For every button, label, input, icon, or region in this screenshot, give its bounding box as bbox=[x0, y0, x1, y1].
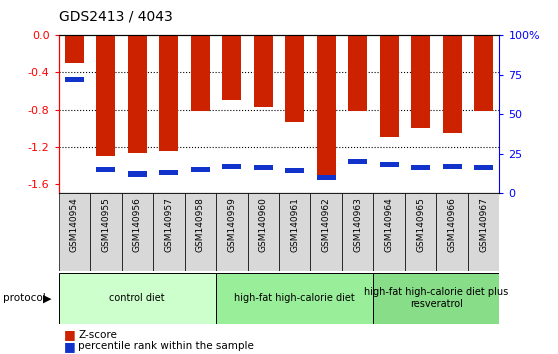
Bar bbox=[380, 162, 398, 167]
Text: GSM140959: GSM140959 bbox=[227, 197, 236, 252]
Text: GSM140960: GSM140960 bbox=[259, 197, 268, 252]
Text: GSM140963: GSM140963 bbox=[353, 197, 362, 252]
Bar bbox=[279, 193, 310, 271]
Bar bbox=[405, 193, 436, 271]
Text: protocol: protocol bbox=[3, 293, 46, 303]
Text: GSM140962: GSM140962 bbox=[322, 197, 331, 252]
Text: high-fat high-calorie diet: high-fat high-calorie diet bbox=[234, 293, 355, 303]
Bar bbox=[97, 35, 116, 156]
Text: ■: ■ bbox=[64, 340, 76, 353]
Bar bbox=[65, 35, 84, 63]
Bar bbox=[411, 35, 430, 128]
Bar bbox=[90, 193, 122, 271]
Bar bbox=[317, 35, 336, 176]
Bar bbox=[342, 193, 373, 271]
Text: GSM140957: GSM140957 bbox=[164, 197, 174, 252]
Bar bbox=[222, 164, 241, 169]
Bar bbox=[348, 159, 367, 164]
Text: high-fat high-calorie diet plus
resveratrol: high-fat high-calorie diet plus resverat… bbox=[364, 287, 508, 309]
Bar bbox=[153, 193, 185, 271]
Bar bbox=[310, 193, 342, 271]
Text: Z-score: Z-score bbox=[78, 330, 117, 339]
Bar bbox=[191, 35, 210, 112]
Bar bbox=[317, 175, 336, 180]
Bar bbox=[474, 35, 493, 112]
Bar bbox=[191, 167, 210, 172]
Text: percentile rank within the sample: percentile rank within the sample bbox=[78, 341, 254, 351]
Text: GDS2413 / 4043: GDS2413 / 4043 bbox=[59, 9, 172, 23]
Text: GSM140961: GSM140961 bbox=[290, 197, 299, 252]
Bar bbox=[160, 35, 178, 151]
Bar bbox=[128, 35, 147, 153]
Text: GSM140955: GSM140955 bbox=[102, 197, 110, 252]
Bar bbox=[442, 164, 461, 169]
Bar bbox=[474, 165, 493, 170]
Bar bbox=[373, 273, 499, 324]
Bar bbox=[411, 165, 430, 170]
Text: GSM140964: GSM140964 bbox=[384, 197, 394, 252]
Bar bbox=[436, 193, 468, 271]
Bar bbox=[468, 193, 499, 271]
Bar bbox=[128, 171, 147, 177]
Bar bbox=[254, 165, 273, 170]
Bar bbox=[348, 35, 367, 112]
Bar bbox=[380, 35, 398, 137]
Bar bbox=[442, 35, 461, 133]
Bar bbox=[216, 193, 248, 271]
Text: GSM140956: GSM140956 bbox=[133, 197, 142, 252]
Bar bbox=[59, 273, 216, 324]
Bar bbox=[373, 193, 405, 271]
Bar bbox=[185, 193, 216, 271]
Text: GSM140966: GSM140966 bbox=[448, 197, 456, 252]
Text: GSM140954: GSM140954 bbox=[70, 197, 79, 252]
Bar bbox=[285, 169, 304, 173]
Text: GSM140958: GSM140958 bbox=[196, 197, 205, 252]
Bar bbox=[160, 170, 178, 175]
Bar bbox=[216, 273, 373, 324]
Bar bbox=[222, 35, 241, 100]
Bar bbox=[254, 35, 273, 107]
Bar bbox=[59, 193, 90, 271]
Bar bbox=[248, 193, 279, 271]
Bar bbox=[65, 77, 84, 82]
Bar bbox=[122, 193, 153, 271]
Bar bbox=[97, 167, 116, 172]
Text: GSM140967: GSM140967 bbox=[479, 197, 488, 252]
Text: ■: ■ bbox=[64, 328, 76, 341]
Bar bbox=[285, 35, 304, 121]
Text: control diet: control diet bbox=[109, 293, 165, 303]
Text: GSM140965: GSM140965 bbox=[416, 197, 425, 252]
Text: ▶: ▶ bbox=[43, 293, 51, 303]
